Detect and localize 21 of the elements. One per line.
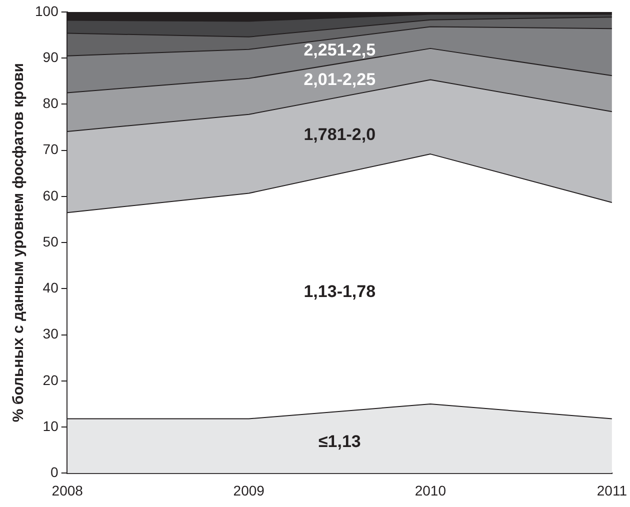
y-tick-label: 50 bbox=[42, 233, 59, 250]
y-tick-label: 30 bbox=[42, 326, 59, 342]
y-tick-label: 90 bbox=[42, 48, 59, 65]
series-label: 1,781-2,0 bbox=[304, 125, 376, 144]
y-tick-label: 20 bbox=[42, 372, 59, 388]
x-tick-label: 2009 bbox=[233, 482, 265, 498]
y-tick-label: 70 bbox=[42, 141, 59, 158]
series-label: 2,01-2,25 bbox=[304, 70, 376, 89]
x-tick-label: 2008 bbox=[52, 482, 84, 498]
y-tick-label: 100 bbox=[35, 2, 59, 19]
y-tick-label: 40 bbox=[42, 280, 59, 296]
y-tick-label: 0 bbox=[50, 464, 59, 480]
series-label: ≤1,13 bbox=[318, 432, 361, 451]
series-label: 2,251-2,5 bbox=[304, 40, 376, 60]
x-tick-label: 2011 bbox=[596, 482, 628, 498]
x-tick-label: 2010 bbox=[414, 482, 446, 498]
series-label: 1,13-1,78 bbox=[304, 282, 376, 302]
y-axis-title: % больных с данным уровнем фосфатов крови bbox=[10, 63, 28, 422]
y-tick-label: 60 bbox=[42, 187, 59, 204]
y-tick-label: 80 bbox=[42, 95, 59, 112]
y-tick-label: 10 bbox=[42, 418, 59, 434]
